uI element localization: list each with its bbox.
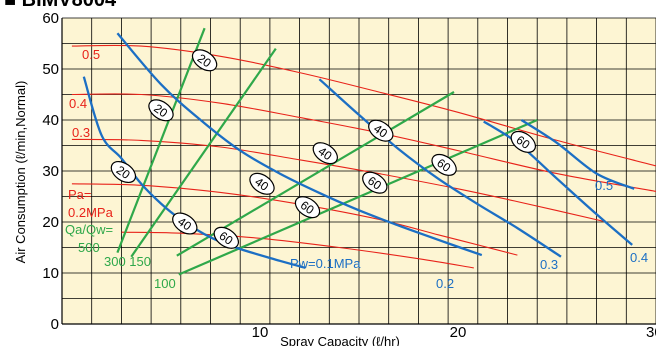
water-pressure-line [82,76,306,270]
air-pressure-label: Pa= [68,187,92,202]
y-tick-label: 20 [42,214,59,231]
water-pressure-label: 0.4 [630,250,648,265]
air-pressure-label: 0.2MPa [68,205,114,220]
water-pressure-line [318,78,562,258]
capacity-marker-shape [368,119,394,142]
x-tick-label: 10 [252,324,269,341]
capacity-marker: 40 [368,119,394,142]
capacity-marker: 60 [294,196,321,219]
capacity-marker-shape [213,226,239,249]
capacity-marker-shape [294,196,321,219]
capacity-marker-shape [191,49,218,72]
y-tick-label: 10 [42,265,59,282]
capacity-marker: 20 [110,160,137,184]
capacity-marker: 20 [148,99,174,122]
capacity-marker-shape [148,99,174,122]
capacity-markers: 20 20 20 40 40 40 40 60 60 60 60 60 [110,49,536,249]
chart-title: ■ BIMV8004 [4,0,117,11]
air-pressure-label: 0.5 [82,47,100,62]
capacity-marker: 60 [431,153,457,176]
x-tick-label: 20 [450,324,467,341]
air-pressure-line [71,138,607,223]
y-axis-title: Air Consumption (ℓ/min,Normal) [13,81,28,264]
capacity-marker: 60 [213,226,239,249]
capacity-marker: 20 [191,49,218,72]
air-pressure-line [121,231,474,269]
water-pressure-line [116,32,483,257]
water-pressure-curves [82,32,635,270]
ratio-label: 500 [78,240,100,255]
water-pressure-label: Pw=0.1MPa [290,256,361,271]
y-tick-label: 40 [42,112,59,129]
y-tick-label: 50 [42,61,59,78]
capacity-marker-shape [312,142,338,165]
capacity-marker-shape [362,171,388,194]
water-pressure-line [483,120,633,246]
air-water-ratio-line [116,27,206,253]
x-tick-label: 30 [646,324,656,341]
y-tick-label: 0 [51,316,59,333]
capacity-marker-shape [110,160,137,184]
water-pressure-label: 0.3 [540,257,558,272]
grid-lines [61,17,656,325]
water-pressure-label: 0.2 [436,276,454,291]
axis-ticks: 0 10 20 30 40 50 60 10 20 30 [42,10,656,341]
air-pressure-label: 0.3 [72,125,90,140]
water-pressure-label: 0.5 [595,178,613,193]
air-pressure-label: 0.4 [69,96,87,111]
air-pressure-line [71,44,656,167]
capacity-marker-shape [249,172,275,195]
ratio-label: 300 150 [104,254,151,269]
water-pressure-line [520,119,635,190]
ratio-label: 100 [154,276,176,291]
y-tick-label: 60 [42,10,59,27]
air-pressure-line [71,93,656,192]
y-tick-label: 30 [42,163,59,180]
capacity-marker: 40 [172,212,198,235]
capacity-marker-shape [431,153,457,176]
capacity-marker-shape [172,212,198,235]
capacity-marker: 40 [312,142,338,165]
air-water-ratio-lines [116,27,538,276]
air-water-ratio-line [130,47,277,258]
x-axis-title: Spray Capacity (ℓ/hr) [280,334,400,346]
ratio-prefix-label: Qa/Qw= [65,222,113,237]
capacity-marker: 40 [249,172,275,195]
capacity-marker: 60 [362,171,388,194]
capacity-marker: 60 [510,130,536,153]
capacity-marker-shape [510,130,536,153]
